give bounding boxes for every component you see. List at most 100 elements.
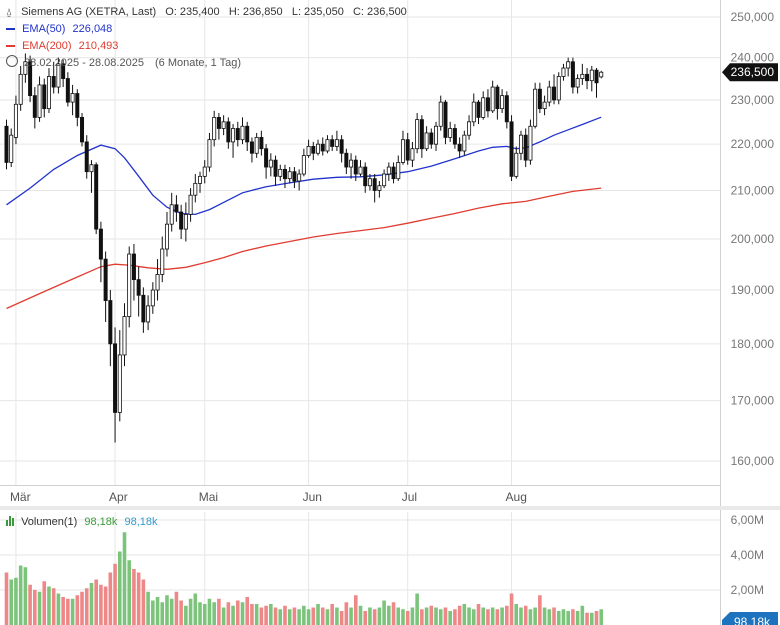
candle	[94, 162, 99, 235]
volume-bar	[212, 602, 216, 625]
candle-body	[349, 159, 354, 168]
volume-bar	[523, 605, 528, 625]
candle-body	[28, 61, 33, 97]
price-tick-label: 160,000	[731, 454, 775, 468]
volume-bar	[420, 609, 424, 625]
volume-bar	[594, 611, 599, 625]
candle-body	[372, 178, 377, 191]
candle-body	[325, 139, 330, 152]
volume-bar	[169, 598, 174, 625]
candle-body	[405, 139, 410, 161]
candle-body	[131, 253, 136, 281]
volume-bar	[80, 591, 84, 625]
volume-bar	[547, 609, 552, 625]
candle-body	[514, 152, 519, 177]
candle	[174, 195, 179, 222]
candle	[297, 169, 302, 191]
candle-body	[75, 93, 80, 118]
legend-ema200[interactable]: EMA(200) 210,493	[6, 40, 118, 52]
candle-body	[188, 194, 193, 215]
candle	[589, 65, 594, 92]
volume-bar	[424, 607, 429, 625]
candle-body	[424, 132, 429, 150]
candle-body	[316, 143, 321, 154]
candle-body	[122, 316, 127, 356]
volume-bar	[462, 604, 467, 625]
candle	[89, 160, 94, 193]
candle-body	[202, 166, 207, 177]
candle-body	[419, 119, 424, 150]
candle	[164, 212, 169, 257]
candle-body	[141, 294, 146, 323]
clock-icon[interactable]	[6, 55, 18, 67]
volume-bar	[184, 605, 188, 625]
volume-bar	[387, 605, 391, 625]
candle	[457, 137, 462, 158]
candle-body	[589, 69, 594, 82]
candle	[56, 57, 61, 94]
candle	[330, 135, 335, 151]
candle	[212, 110, 217, 147]
candle-body	[216, 117, 221, 129]
candle	[434, 121, 439, 151]
candle	[179, 204, 184, 239]
candle	[183, 202, 188, 242]
volume-bar	[193, 593, 198, 625]
legend-title-row: ⍙ Siemens AG (XETRA, Last) O: 235,400 H:…	[6, 6, 407, 18]
candle-body	[481, 97, 486, 118]
candle	[61, 59, 66, 88]
volume-bars-icon	[6, 516, 14, 529]
volume-bar	[599, 609, 604, 625]
volume-bar	[471, 609, 476, 625]
candle-body	[490, 86, 495, 112]
volume-bar	[476, 604, 481, 625]
candle	[301, 148, 306, 177]
volume-bar	[580, 605, 585, 625]
candle-body	[311, 146, 316, 154]
candle	[4, 119, 9, 170]
candle-body	[599, 71, 604, 78]
volume-bar	[561, 609, 566, 625]
volume-bar	[589, 612, 594, 625]
candle	[216, 113, 221, 140]
ema200-value: 210,493	[78, 40, 119, 52]
candle-body	[367, 178, 372, 187]
period-label: (6 Monate, 1 Tag)	[155, 57, 242, 69]
candle	[136, 266, 141, 317]
candle-body	[476, 101, 481, 118]
candle-body	[580, 73, 585, 79]
volume-bar	[250, 604, 254, 625]
candle	[396, 155, 401, 182]
candle-body	[198, 175, 203, 184]
ema50-label: EMA(50)	[22, 23, 66, 35]
legend-ema50[interactable]: EMA(50) 226,048	[6, 23, 112, 35]
price-tick-label: 230,000	[731, 93, 775, 107]
candle	[334, 130, 339, 151]
candle	[51, 61, 56, 94]
volume-bar	[165, 595, 169, 625]
volume-bar	[283, 605, 287, 625]
volume-bar	[438, 609, 443, 625]
volume-bar	[146, 591, 150, 625]
ema200-line	[6, 187, 602, 310]
candle	[353, 155, 358, 182]
price-tick-label: 170,000	[731, 394, 775, 408]
candle-body	[226, 121, 231, 143]
candle	[235, 121, 240, 147]
legend-range: 28.02.2025 - 28.08.2025 (6 Monate, 1 Tag…	[6, 55, 241, 69]
volume-legend: Volumen(1) 98,18k 98,18k	[6, 516, 158, 529]
candle	[146, 295, 151, 331]
candlestick-series	[4, 53, 604, 443]
candle	[400, 130, 405, 165]
candle-body	[231, 128, 236, 143]
volume-bar	[254, 604, 259, 625]
volume-bar	[99, 584, 103, 625]
candle	[500, 89, 505, 114]
candle-body	[306, 146, 311, 156]
volume-bar	[108, 572, 113, 625]
volume-bar	[514, 604, 519, 625]
volume-bar	[179, 600, 183, 625]
chart-type-icon[interactable]: ⍙	[6, 7, 12, 18]
candle-body	[9, 134, 14, 163]
